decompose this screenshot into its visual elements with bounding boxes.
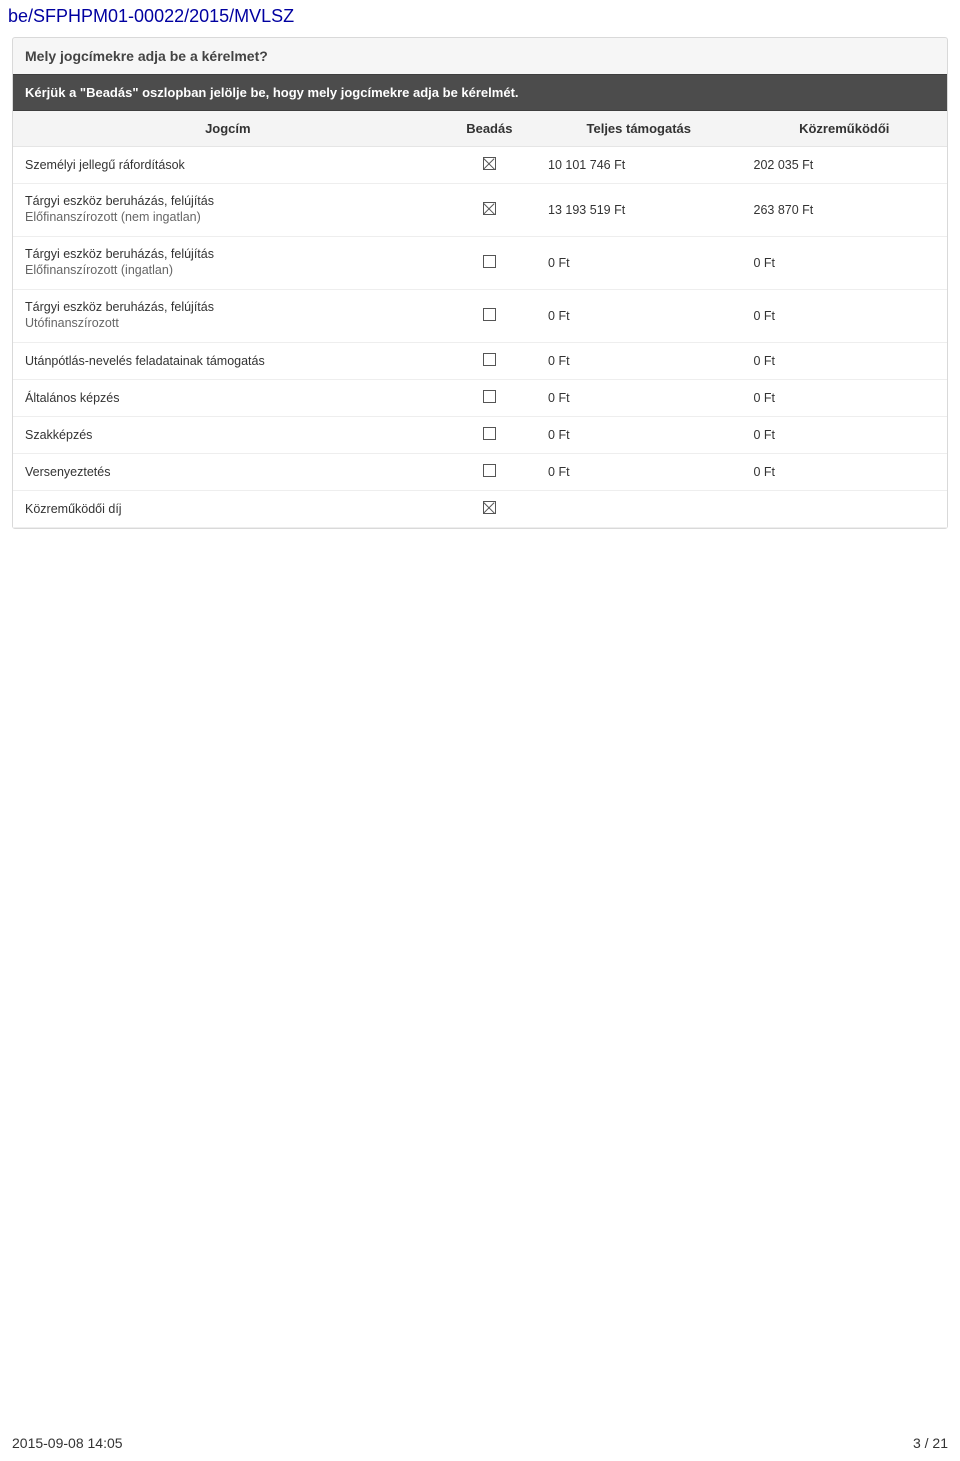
beadas-checkbox[interactable] bbox=[483, 464, 496, 477]
row-total: 0 Ft bbox=[536, 417, 741, 454]
row-total: 0 Ft bbox=[536, 380, 741, 417]
row-title: Általános képzés bbox=[25, 391, 120, 405]
row-title-cell: Személyi jellegű ráfordítások bbox=[13, 147, 443, 184]
header-contrib: Közreműködői bbox=[742, 111, 948, 147]
row-total: 0 Ft bbox=[536, 454, 741, 491]
table-row: Tárgyi eszköz beruházás, felújításElőfin… bbox=[13, 237, 947, 290]
row-checkbox-cell bbox=[443, 237, 536, 290]
row-title: Versenyeztetés bbox=[25, 465, 110, 479]
panel-title: Mely jogcímekre adja be a kérelmet? bbox=[13, 38, 947, 74]
table-row: Versenyeztetés 0 Ft0 Ft bbox=[13, 454, 947, 491]
row-title: Tárgyi eszköz beruházás, felújítás bbox=[25, 300, 214, 314]
footer-page-number: 3 / 21 bbox=[913, 1435, 948, 1451]
row-total: 13 193 519 Ft bbox=[536, 184, 741, 237]
request-panel: Mely jogcímekre adja be a kérelmet? Kérj… bbox=[12, 37, 948, 529]
beadas-checkbox[interactable] bbox=[483, 501, 496, 514]
row-total: 0 Ft bbox=[536, 343, 741, 380]
row-title: Utánpótlás-nevelés feladatainak támogatá… bbox=[25, 354, 265, 368]
row-title-cell: Általános képzés bbox=[13, 380, 443, 417]
row-total: 10 101 746 Ft bbox=[536, 147, 741, 184]
document-id: be/SFPHPM01-00022/2015/MVLSZ bbox=[0, 0, 960, 37]
row-contrib: 0 Ft bbox=[742, 380, 948, 417]
row-title: Közreműködői díj bbox=[25, 502, 122, 516]
row-title-cell: Tárgyi eszköz beruházás, felújításUtófin… bbox=[13, 290, 443, 343]
table-header-row: Jogcím Beadás Teljes támogatás Közreműkö… bbox=[13, 111, 947, 147]
page-footer: 2015-09-08 14:05 3 / 21 bbox=[12, 1435, 948, 1451]
row-contrib: 0 Ft bbox=[742, 417, 948, 454]
content-area: Mely jogcímekre adja be a kérelmet? Kérj… bbox=[0, 37, 960, 529]
table-row: Általános képzés 0 Ft0 Ft bbox=[13, 380, 947, 417]
row-subtitle: Előfinanszírozott (nem ingatlan) bbox=[25, 208, 431, 226]
row-contrib: 0 Ft bbox=[742, 343, 948, 380]
row-title-cell: Versenyeztetés bbox=[13, 454, 443, 491]
row-title: Tárgyi eszköz beruházás, felújítás bbox=[25, 247, 214, 261]
table-row: Személyi jellegű ráfordítások 10 101 746 … bbox=[13, 147, 947, 184]
row-total bbox=[536, 491, 741, 528]
jogcim-table: Jogcím Beadás Teljes támogatás Közreműkö… bbox=[13, 111, 947, 528]
beadas-checkbox[interactable] bbox=[483, 157, 496, 170]
table-row: Közreműködői díj bbox=[13, 491, 947, 528]
row-checkbox-cell bbox=[443, 454, 536, 491]
table-body: Személyi jellegű ráfordítások 10 101 746 … bbox=[13, 147, 947, 528]
row-title-cell: Tárgyi eszköz beruházás, felújításElőfin… bbox=[13, 184, 443, 237]
row-checkbox-cell bbox=[443, 380, 536, 417]
header-total: Teljes támogatás bbox=[536, 111, 741, 147]
beadas-checkbox[interactable] bbox=[483, 353, 496, 366]
row-contrib: 202 035 Ft bbox=[742, 147, 948, 184]
row-contrib bbox=[742, 491, 948, 528]
panel-instruction: Kérjük a "Beadás" oszlopban jelölje be, … bbox=[13, 74, 947, 111]
table-row: Szakképzés 0 Ft0 Ft bbox=[13, 417, 947, 454]
row-checkbox-cell bbox=[443, 290, 536, 343]
row-checkbox-cell bbox=[443, 184, 536, 237]
row-subtitle: Utófinanszírozott bbox=[25, 314, 431, 332]
row-title: Szakképzés bbox=[25, 428, 92, 442]
row-checkbox-cell bbox=[443, 343, 536, 380]
header-jogcim: Jogcím bbox=[13, 111, 443, 147]
row-title: Tárgyi eszköz beruházás, felújítás bbox=[25, 194, 214, 208]
table-row: Utánpótlás-nevelés feladatainak támogatá… bbox=[13, 343, 947, 380]
footer-timestamp: 2015-09-08 14:05 bbox=[12, 1435, 123, 1451]
beadas-checkbox[interactable] bbox=[483, 427, 496, 440]
row-title-cell: Közreműködői díj bbox=[13, 491, 443, 528]
table-row: Tárgyi eszköz beruházás, felújításElőfin… bbox=[13, 184, 947, 237]
beadas-checkbox[interactable] bbox=[483, 308, 496, 321]
row-title: Személyi jellegű ráfordítások bbox=[25, 158, 185, 172]
row-checkbox-cell bbox=[443, 491, 536, 528]
row-total: 0 Ft bbox=[536, 290, 741, 343]
row-title-cell: Utánpótlás-nevelés feladatainak támogatá… bbox=[13, 343, 443, 380]
beadas-checkbox[interactable] bbox=[483, 390, 496, 403]
row-contrib: 0 Ft bbox=[742, 290, 948, 343]
row-checkbox-cell bbox=[443, 147, 536, 184]
header-beadas: Beadás bbox=[443, 111, 536, 147]
row-total: 0 Ft bbox=[536, 237, 741, 290]
row-title-cell: Szakképzés bbox=[13, 417, 443, 454]
page-root: be/SFPHPM01-00022/2015/MVLSZ Mely jogcím… bbox=[0, 0, 960, 1461]
row-contrib: 0 Ft bbox=[742, 454, 948, 491]
row-contrib: 263 870 Ft bbox=[742, 184, 948, 237]
row-checkbox-cell bbox=[443, 417, 536, 454]
row-title-cell: Tárgyi eszköz beruházás, felújításElőfin… bbox=[13, 237, 443, 290]
row-subtitle: Előfinanszírozott (ingatlan) bbox=[25, 261, 431, 279]
table-row: Tárgyi eszköz beruházás, felújításUtófin… bbox=[13, 290, 947, 343]
row-contrib: 0 Ft bbox=[742, 237, 948, 290]
beadas-checkbox[interactable] bbox=[483, 202, 496, 215]
beadas-checkbox[interactable] bbox=[483, 255, 496, 268]
